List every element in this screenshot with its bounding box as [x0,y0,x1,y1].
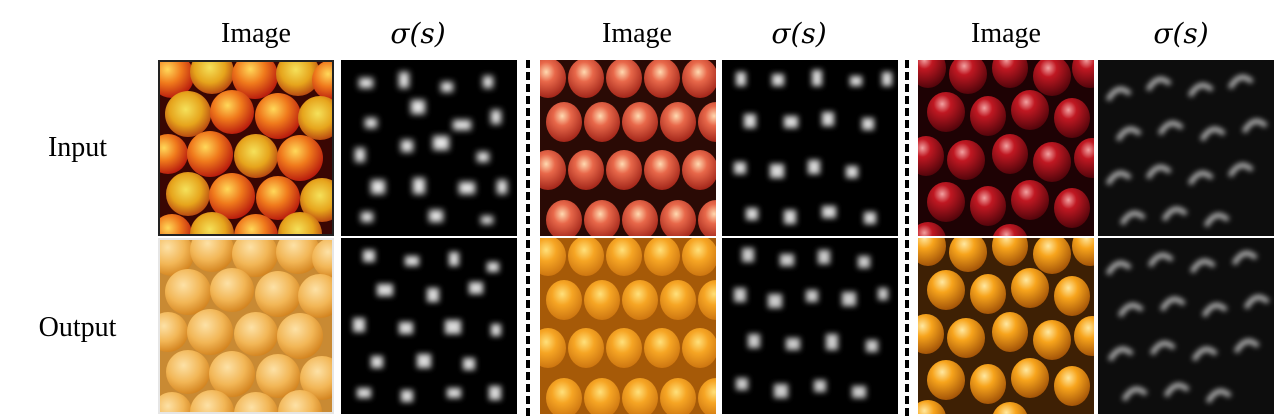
sigma-map-output-3 [1098,238,1274,414]
sigma-map-input-3 [1098,60,1274,236]
row-label-output: Output [38,312,117,343]
dashed-separator-1 [526,60,530,416]
sigma-map-output-1 [341,238,517,414]
column-header-image-1: Image [221,18,291,49]
column-header-image-3: Image [971,18,1041,49]
row-label-input: Input [47,132,108,163]
column-header-image-2: Image [602,18,672,49]
sigma-map-input-2 [722,60,898,236]
input-image-red-apples-3 [918,60,1094,236]
input-image-red-apples-1 [158,60,334,236]
sigma-map-input-1 [341,60,517,236]
dashed-separator-2 [905,60,909,416]
column-header-sigma-2: σ(s) [771,17,827,50]
column-header-sigma-1: σ(s) [390,17,446,50]
output-image-oranges-1 [158,238,334,414]
sigma-map-output-2 [722,238,898,414]
column-header-sigma-3: σ(s) [1153,17,1209,50]
output-image-oranges-2 [540,238,716,414]
input-image-red-apples-2 [540,60,716,236]
output-image-oranges-3 [918,238,1094,414]
